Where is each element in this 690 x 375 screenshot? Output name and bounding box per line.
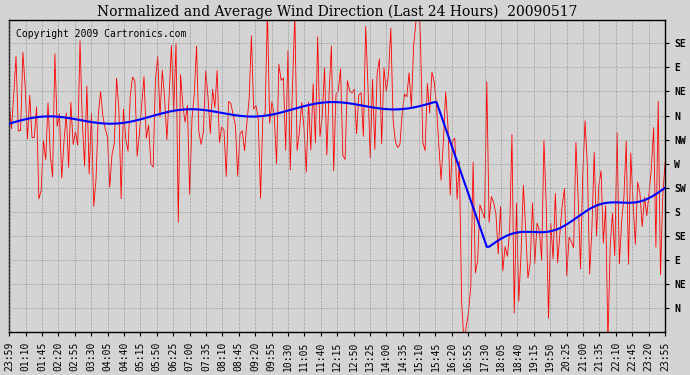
Title: Normalized and Average Wind Direction (Last 24 Hours)  20090517: Normalized and Average Wind Direction (L… xyxy=(97,4,578,18)
Text: Copyright 2009 Cartronics.com: Copyright 2009 Cartronics.com xyxy=(16,29,186,39)
